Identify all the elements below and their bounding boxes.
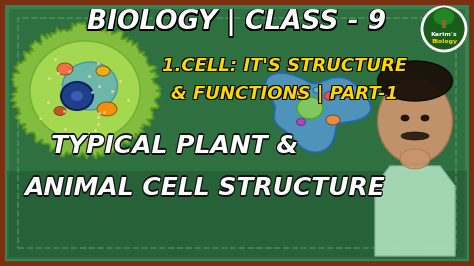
Text: 1.CELL: IT'S STRUCTURE: 1.CELL: IT'S STRUCTURE bbox=[164, 56, 409, 74]
Text: & FUNCTIONS | PART-1: & FUNCTIONS | PART-1 bbox=[173, 86, 400, 104]
Text: ANIMAL CELL STRUCTURE: ANIMAL CELL STRUCTURE bbox=[24, 175, 384, 199]
Ellipse shape bbox=[377, 61, 453, 101]
Text: ANIMAL CELL STRUCTURE: ANIMAL CELL STRUCTURE bbox=[25, 174, 385, 198]
Text: TYPICAL PLANT &: TYPICAL PLANT & bbox=[52, 132, 299, 156]
Text: TYPICAL PLANT &: TYPICAL PLANT & bbox=[53, 135, 300, 159]
Text: 1.CELL: IT'S STRUCTURE: 1.CELL: IT'S STRUCTURE bbox=[162, 56, 407, 74]
Text: Biology: Biology bbox=[431, 39, 457, 44]
Text: & FUNCTIONS | PART-1: & FUNCTIONS | PART-1 bbox=[171, 86, 398, 104]
Ellipse shape bbox=[401, 115, 409, 121]
Text: BIOLOGY | CLASS - 9: BIOLOGY | CLASS - 9 bbox=[86, 10, 385, 38]
Text: Karim's: Karim's bbox=[431, 31, 457, 36]
Text: BIOLOGY | CLASS - 9: BIOLOGY | CLASS - 9 bbox=[86, 9, 385, 35]
Text: TYPICAL PLANT &: TYPICAL PLANT & bbox=[53, 133, 300, 157]
Text: 1.CELL: IT'S STRUCTURE: 1.CELL: IT'S STRUCTURE bbox=[162, 58, 407, 76]
Text: TYPICAL PLANT &: TYPICAL PLANT & bbox=[52, 134, 299, 158]
Text: BIOLOGY | CLASS - 9: BIOLOGY | CLASS - 9 bbox=[89, 10, 388, 38]
Polygon shape bbox=[10, 23, 161, 159]
Polygon shape bbox=[265, 73, 371, 152]
Ellipse shape bbox=[61, 82, 93, 110]
Ellipse shape bbox=[54, 106, 66, 115]
Ellipse shape bbox=[313, 87, 321, 93]
Ellipse shape bbox=[324, 92, 336, 101]
Circle shape bbox=[422, 7, 466, 51]
Ellipse shape bbox=[292, 90, 302, 98]
Bar bbox=[442, 20, 446, 28]
Text: BIOLOGY | CLASS - 9: BIOLOGY | CLASS - 9 bbox=[86, 10, 385, 36]
Ellipse shape bbox=[401, 132, 429, 140]
Ellipse shape bbox=[433, 8, 455, 26]
Text: BIOLOGY | CLASS - 9: BIOLOGY | CLASS - 9 bbox=[87, 10, 387, 36]
Bar bbox=[18, 18, 456, 248]
Text: TYPICAL PLANT &: TYPICAL PLANT & bbox=[52, 136, 299, 160]
Ellipse shape bbox=[297, 97, 323, 119]
Text: ANIMAL CELL STRUCTURE: ANIMAL CELL STRUCTURE bbox=[26, 177, 386, 201]
Ellipse shape bbox=[377, 78, 453, 164]
Ellipse shape bbox=[97, 102, 117, 116]
Text: ANIMAL CELL STRUCTURE: ANIMAL CELL STRUCTURE bbox=[26, 175, 386, 199]
Text: & FUNCTIONS | PART-1: & FUNCTIONS | PART-1 bbox=[171, 84, 398, 102]
Text: 1.CELL: IT'S STRUCTURE: 1.CELL: IT'S STRUCTURE bbox=[164, 58, 409, 76]
Ellipse shape bbox=[63, 62, 118, 110]
Ellipse shape bbox=[400, 149, 430, 169]
Text: TYPICAL PLANT &: TYPICAL PLANT & bbox=[50, 133, 298, 157]
Polygon shape bbox=[30, 41, 140, 141]
Ellipse shape bbox=[71, 91, 83, 101]
Text: ANIMAL CELL STRUCTURE: ANIMAL CELL STRUCTURE bbox=[25, 178, 385, 202]
Text: BIOLOGY | CLASS - 9: BIOLOGY | CLASS - 9 bbox=[87, 10, 387, 38]
Text: & FUNCTIONS | PART-1: & FUNCTIONS | PART-1 bbox=[172, 85, 399, 103]
Text: BIOLOGY | CLASS - 9: BIOLOGY | CLASS - 9 bbox=[87, 9, 387, 35]
Text: 1.CELL: IT'S STRUCTURE: 1.CELL: IT'S STRUCTURE bbox=[163, 57, 408, 75]
Text: TYPICAL PLANT &: TYPICAL PLANT & bbox=[50, 135, 298, 159]
Text: ANIMAL CELL STRUCTURE: ANIMAL CELL STRUCTURE bbox=[25, 176, 385, 200]
Polygon shape bbox=[375, 166, 455, 256]
FancyBboxPatch shape bbox=[7, 7, 467, 259]
Ellipse shape bbox=[96, 66, 110, 76]
FancyBboxPatch shape bbox=[7, 171, 467, 259]
Ellipse shape bbox=[297, 118, 306, 126]
Text: ANIMAL CELL STRUCTURE: ANIMAL CELL STRUCTURE bbox=[24, 177, 384, 201]
Ellipse shape bbox=[326, 115, 340, 125]
Text: & FUNCTIONS | PART-1: & FUNCTIONS | PART-1 bbox=[173, 84, 400, 102]
Ellipse shape bbox=[57, 63, 73, 75]
Ellipse shape bbox=[421, 115, 429, 121]
Text: BIOLOGY | CLASS - 9: BIOLOGY | CLASS - 9 bbox=[89, 10, 388, 36]
Text: BIOLOGY | CLASS - 9: BIOLOGY | CLASS - 9 bbox=[89, 9, 388, 35]
